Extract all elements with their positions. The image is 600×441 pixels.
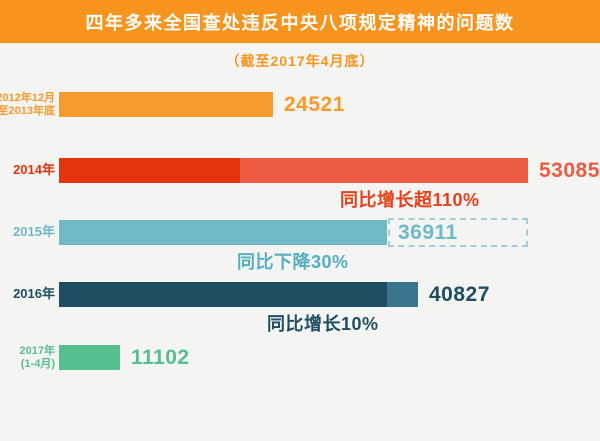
row-label: 2014年: [0, 158, 55, 183]
chart-row-3: 2015年 36911 同比下降30%: [0, 218, 600, 272]
value-label: 36911: [398, 220, 458, 244]
bar-segment: [240, 158, 528, 183]
bar-segment: [59, 158, 240, 183]
dashed-projection-box: 36911: [388, 218, 528, 247]
row-label-line: 2016年: [13, 286, 55, 302]
chart-row-5: 2017年 (1-4月) 11102: [0, 345, 600, 370]
page-title: 四年多来全国查处违反中央八项规定精神的问题数: [85, 12, 515, 33]
bar: 11102: [59, 345, 190, 370]
yoy-annotation: 同比下降30%: [237, 252, 349, 272]
bar: 40827: [59, 282, 490, 307]
value-label: 40827: [429, 282, 490, 306]
row-label: 2016年: [0, 282, 55, 307]
row-label: 2012年12月 至2013年底: [0, 92, 55, 117]
value-label: 53085: [539, 158, 600, 182]
chart-row-1: 2012年12月 至2013年底 24521: [0, 92, 600, 117]
chart-row-2: 2014年 53085 同比增长超110%: [0, 158, 600, 210]
yoy-annotation: 同比增长10%: [267, 314, 379, 334]
value-label: 11102: [131, 345, 190, 369]
value-label: 24521: [284, 92, 345, 116]
bar-segment: [59, 92, 273, 117]
row-label-line: 2015年: [13, 224, 55, 240]
chart-subtitle: （截至2017年4月底）: [225, 53, 375, 69]
yoy-annotation: 同比增长超110%: [340, 190, 480, 210]
row-label: 2017年 (1-4月): [0, 345, 55, 370]
row-label-line: 2014年: [13, 162, 55, 178]
row-label-line: 至2013年底: [0, 104, 55, 117]
header-banner: 四年多来全国查处违反中央八项规定精神的问题数: [0, 0, 600, 43]
row-label-line: 2012年12月: [0, 91, 55, 104]
bar: 36911: [59, 218, 528, 247]
bar-segment: [59, 220, 387, 245]
bar-segment: [59, 282, 387, 307]
bar: 24521: [59, 92, 345, 117]
bar-segment: [387, 282, 418, 307]
bar: 53085: [59, 158, 600, 183]
row-label-line: (1-4月): [20, 357, 55, 370]
chart-row-4: 2016年 40827 同比增长10%: [0, 282, 600, 334]
row-label-line: 2017年: [19, 344, 55, 357]
row-label: 2015年: [0, 220, 55, 245]
bar-segment: [59, 345, 120, 370]
